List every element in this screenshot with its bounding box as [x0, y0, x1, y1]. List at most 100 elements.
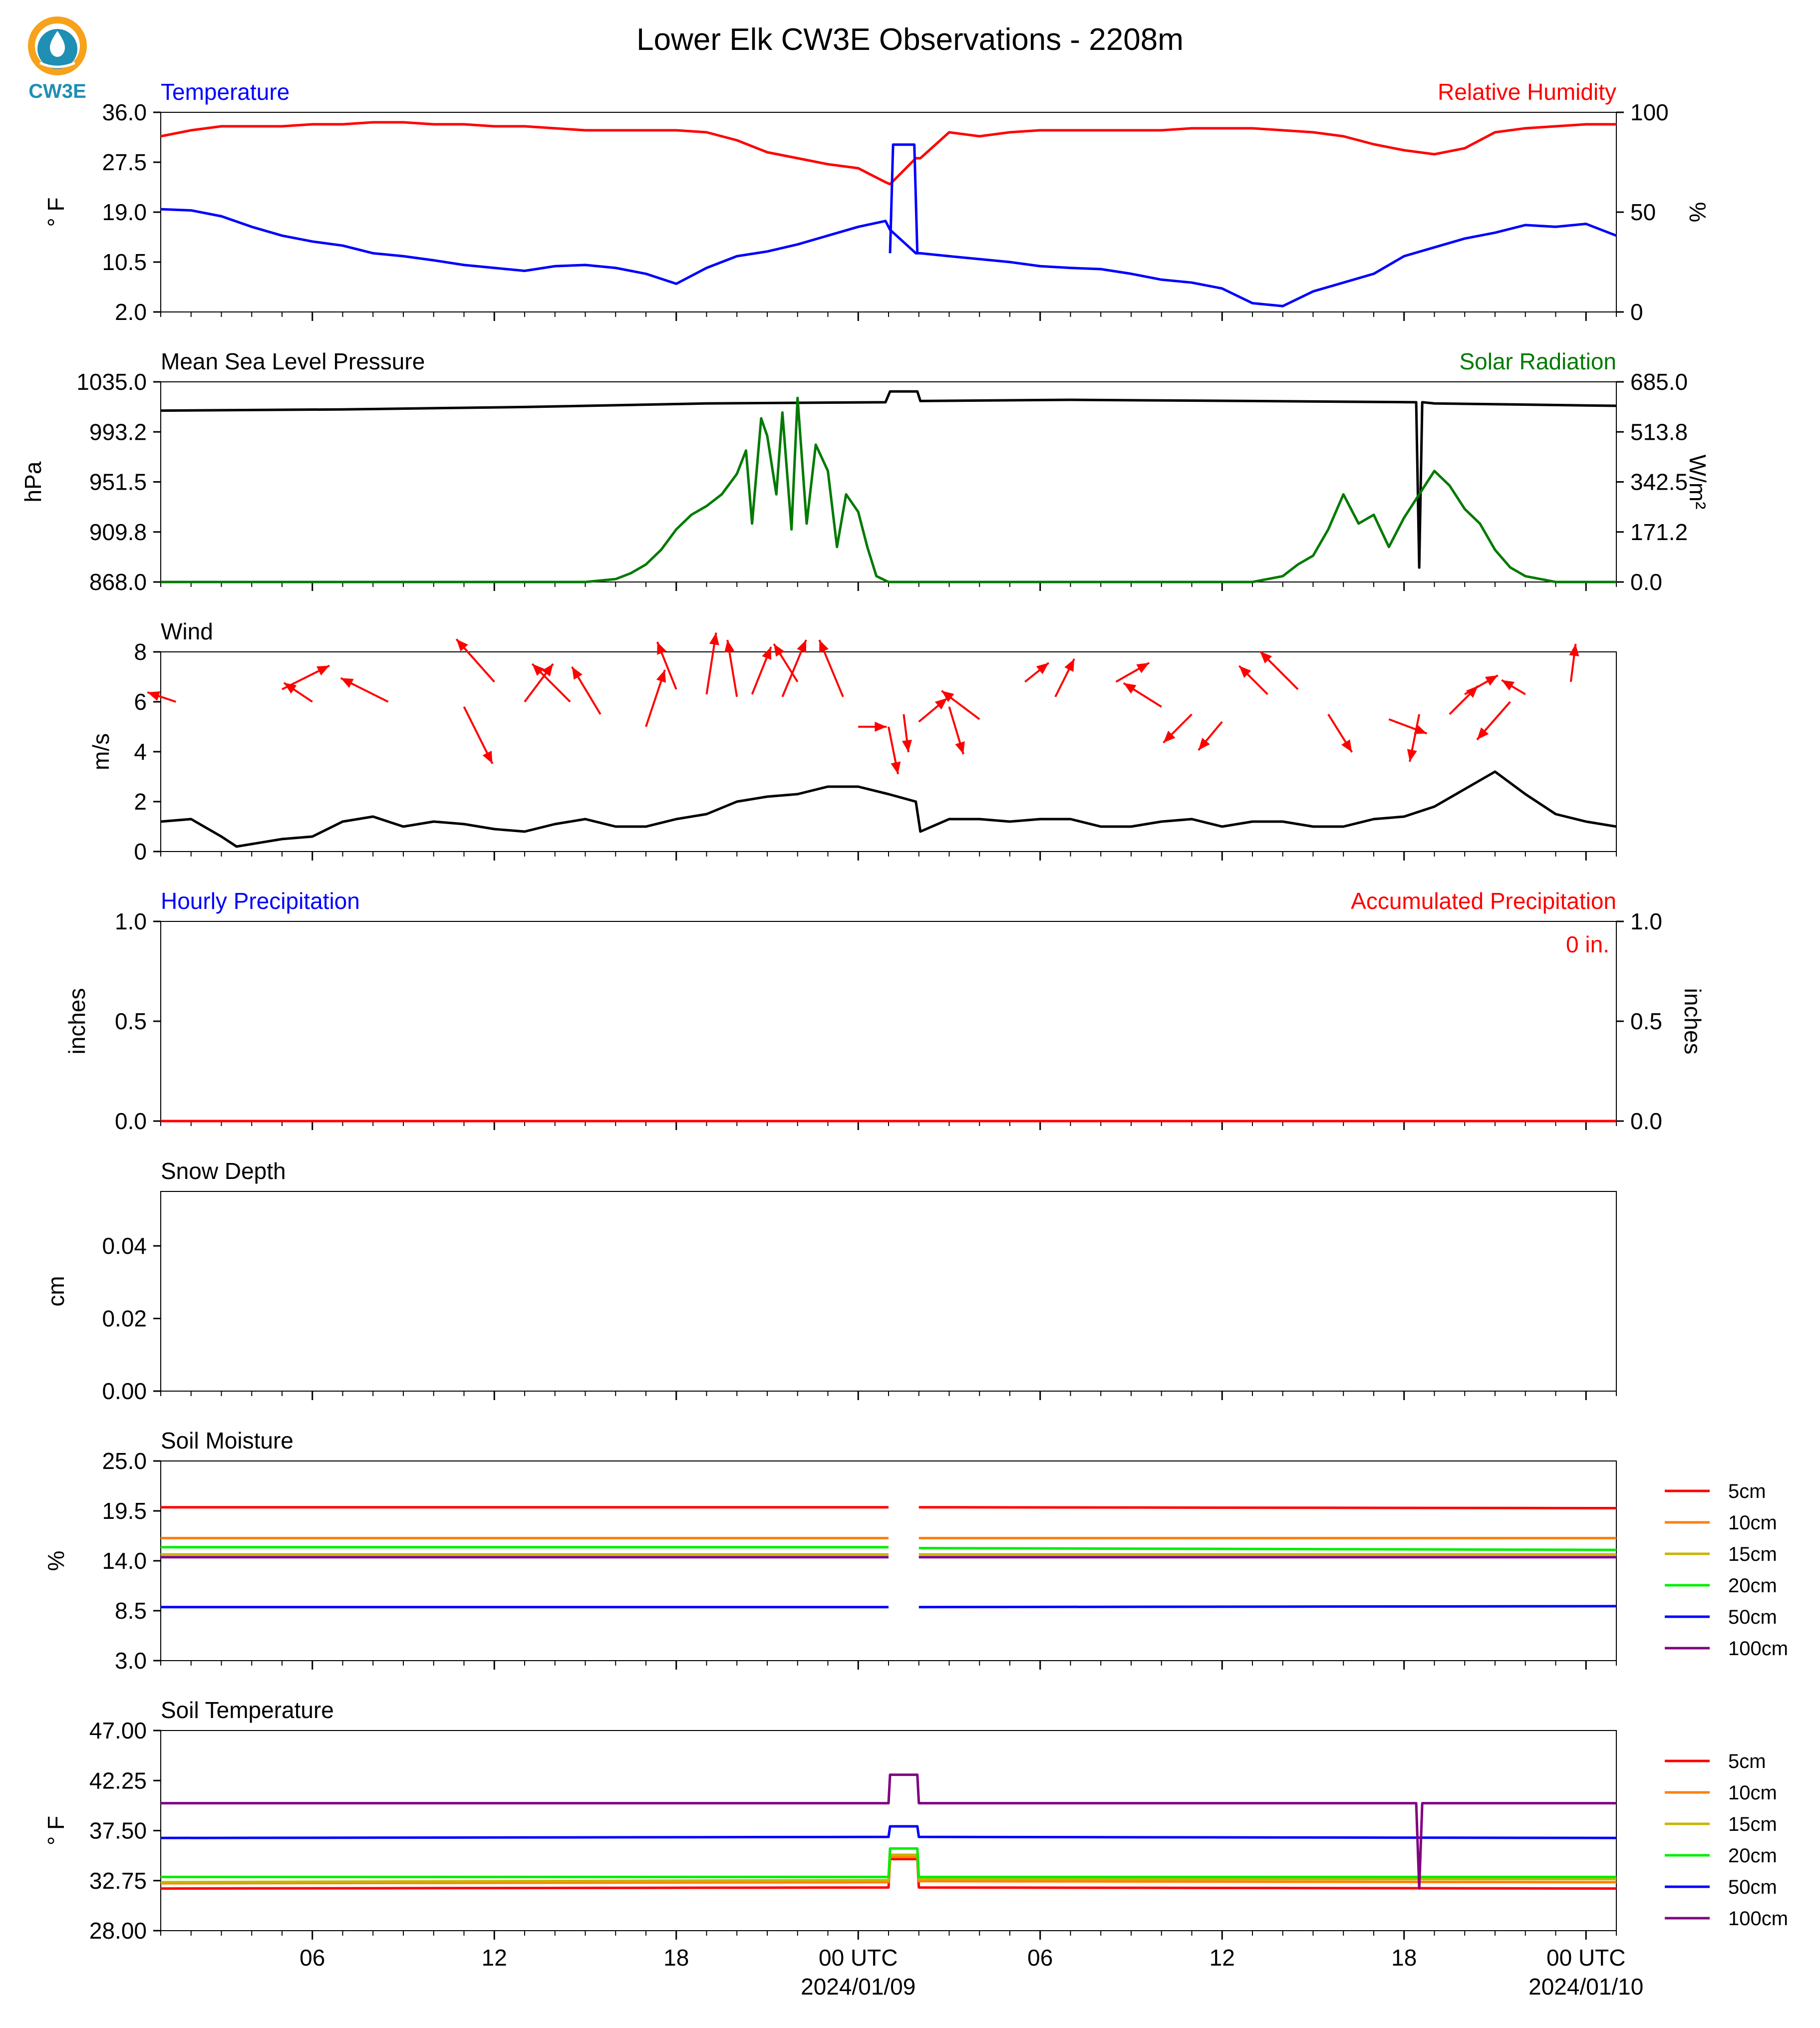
- wind-arrow-head: [1485, 675, 1498, 686]
- legend-soil-moisture: 5cm 10cm 15cm 20cm 50cm 100cm: [1665, 1480, 1788, 1660]
- y-left-label: %: [43, 1551, 69, 1571]
- y-right-tick-label: 0.5: [1630, 1008, 1662, 1034]
- legend-label: 20cm: [1728, 1575, 1777, 1597]
- wind-arrow-head: [1136, 663, 1150, 673]
- series-line-temperature: [160, 208, 1617, 307]
- y-left-tick-label: 3.0: [115, 1648, 147, 1674]
- panel-1: Mean Sea Level Pressure Solar Radiation 10…: [20, 348, 1711, 595]
- wind-arrow-head: [1239, 666, 1251, 678]
- panel-title-left: Temperature: [161, 79, 290, 105]
- y-right-tick-label: 100: [1630, 99, 1669, 125]
- panel-0: Temperature Relative Humidity 36.0 27.5 19.0…: [43, 79, 1711, 325]
- legend-label: 50cm: [1728, 1876, 1777, 1898]
- series-line-5cm: [918, 1506, 1617, 1510]
- plot-frame: [160, 921, 1617, 1122]
- y-left-tick-label: 868.0: [89, 569, 147, 595]
- y-left-tick-label: 47.00: [89, 1718, 147, 1743]
- y-left-tick-label: 0: [134, 839, 147, 865]
- wind-arrow-head: [340, 678, 354, 688]
- wind-arrow-head: [1036, 663, 1049, 674]
- y-left-tick-label: 0.5: [115, 1008, 147, 1034]
- wind-arrow-head: [456, 639, 468, 652]
- legend-label: 10cm: [1728, 1782, 1777, 1804]
- x-date-label: 2024/01/10: [1528, 1974, 1643, 2000]
- y-left-label: hPa: [20, 461, 46, 502]
- y-left-tick-label: 4: [134, 739, 147, 765]
- legend-label: 100cm: [1728, 1638, 1788, 1660]
- y-left-tick-label: 2.0: [115, 299, 147, 325]
- y-left-tick-label: 0.00: [102, 1378, 147, 1404]
- legend-label: 15cm: [1728, 1543, 1777, 1565]
- x-date-label: 2024/01/09: [801, 1974, 915, 2000]
- wind-arrow-head: [1569, 644, 1579, 657]
- legend-label: 20cm: [1728, 1845, 1777, 1867]
- y-left-tick-label: 0.02: [102, 1306, 147, 1332]
- series-line-50cm: [918, 1605, 1617, 1609]
- wind-arrow-head: [955, 741, 965, 754]
- wind-arrow-head: [1502, 680, 1515, 691]
- precip-total-annotation: 0 in.: [1566, 931, 1609, 957]
- legend-soil-temperature: 5cm 10cm 15cm 20cm 50cm 100cm: [1665, 1750, 1788, 1930]
- series-line-relative-humidity: [160, 121, 1616, 186]
- y-left-label: inches: [64, 988, 90, 1055]
- series-line-5cm: [160, 1857, 1617, 1890]
- wind-arrow-head: [542, 664, 553, 677]
- x-tick-label: 18: [663, 1945, 689, 1971]
- y-left-tick-label: 37.50: [89, 1818, 147, 1844]
- y-left-tick-label: 42.25: [89, 1767, 147, 1793]
- y-left-tick-label: 6: [134, 689, 147, 715]
- y-right-tick-label: 0.0: [1630, 569, 1662, 595]
- panel-6: Soil Temperature 47.00 42.25 37.50 32.75 28.0…: [43, 1697, 1617, 1944]
- panel-title-left: Snow Depth: [161, 1158, 286, 1184]
- y-left-tick-label: 2: [134, 789, 147, 815]
- y-left-tick-label: 909.8: [89, 519, 147, 545]
- wind-arrow-head: [1477, 727, 1489, 740]
- series-line-wind: [160, 770, 1617, 848]
- y-left-label: cm: [43, 1276, 69, 1306]
- y-left-tick-label: 10.5: [102, 249, 147, 275]
- y-left-tick-label: 1035.0: [76, 369, 147, 395]
- logo-text: CW3E: [28, 80, 86, 102]
- wind-arrow-head: [1064, 659, 1075, 672]
- wind-arrow-head: [709, 632, 719, 645]
- wind-arrow-head: [482, 751, 493, 764]
- plot-frame: [160, 381, 1617, 582]
- panel-3: Hourly Precipitation Accumulated Precipit…: [64, 888, 1706, 1134]
- series-line-20cm: [918, 1547, 1617, 1551]
- x-tick-label: 06: [1027, 1945, 1053, 1971]
- y-left-tick-label: 28.00: [89, 1918, 147, 1944]
- legend-label: 50cm: [1728, 1606, 1777, 1628]
- y-left-tick-label: 14.0: [102, 1548, 147, 1574]
- panel-title-right: Solar Radiation: [1459, 348, 1616, 374]
- wind-arrow-head: [1198, 738, 1210, 750]
- wind-arrow-head: [147, 691, 161, 701]
- y-left-tick-label: 36.0: [102, 99, 147, 125]
- wind-arrow-head: [1123, 683, 1137, 694]
- y-right-label: inches: [1680, 988, 1706, 1055]
- y-right-tick-label: 1.0: [1630, 908, 1662, 934]
- wind-arrow-head: [316, 665, 329, 676]
- y-right-tick-label: 0: [1630, 299, 1643, 325]
- panel-4: Snow Depth 0.04 0.02 0.00 cm: [43, 1158, 1617, 1404]
- legend-label: 100cm: [1728, 1908, 1788, 1930]
- series-line-20cm: [161, 1847, 1616, 1878]
- logo-ring-icon: [28, 16, 87, 75]
- panel-title-left: Soil Temperature: [161, 1697, 334, 1723]
- panels: Temperature Relative Humidity 36.0 27.5 19.0…: [20, 79, 1788, 2000]
- series-line-10cm: [160, 1855, 1617, 1885]
- panel-title-left: Hourly Precipitation: [161, 888, 360, 914]
- wind-arrow-head: [656, 670, 666, 683]
- y-left-label: ° F: [43, 1816, 69, 1845]
- series-line-50cm: [160, 1825, 1617, 1839]
- panel-title-left: Mean Sea Level Pressure: [161, 348, 425, 374]
- panel-title-right: Accumulated Precipitation: [1351, 888, 1616, 914]
- panel-title-left: Soil Moisture: [161, 1428, 294, 1453]
- y-left-tick-label: 27.5: [102, 149, 147, 175]
- wind-arrow-head: [774, 644, 785, 657]
- figure-title: Lower Elk CW3E Observations - 2208m: [636, 22, 1184, 57]
- wind-arrow-head: [532, 664, 545, 676]
- y-left-tick-label: 19.0: [102, 199, 147, 225]
- x-tick-label: 12: [1210, 1945, 1235, 1971]
- series-line-15cm: [160, 1853, 1616, 1884]
- legend-label: 5cm: [1728, 1480, 1766, 1502]
